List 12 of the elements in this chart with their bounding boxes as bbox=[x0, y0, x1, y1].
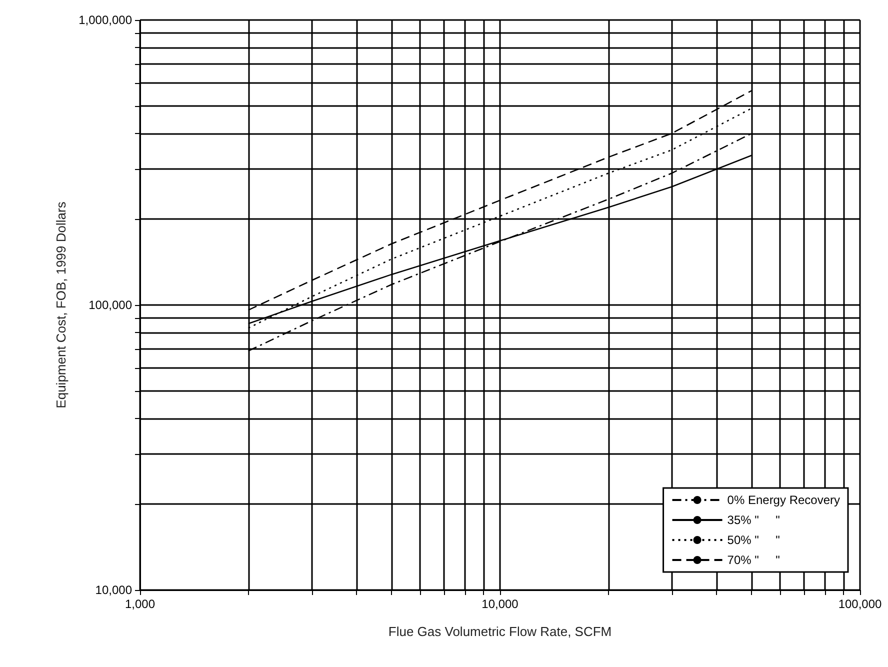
x-axis-title: Flue Gas Volumetric Flow Rate, SCFM bbox=[388, 624, 612, 639]
legend-label: 70% " " bbox=[727, 553, 780, 567]
x-tick-label: 100,000 bbox=[838, 597, 882, 611]
y-axis-title: Equipment Cost, FOB, 1999 Dollars bbox=[54, 201, 69, 408]
x-tick-label: 10,000 bbox=[482, 597, 519, 611]
legend-label: 50% " " bbox=[727, 533, 780, 547]
x-tick-label: 1,000 bbox=[124, 597, 156, 611]
y-tick-label: 100,000 bbox=[88, 298, 132, 312]
legend-label: 35% " " bbox=[727, 513, 780, 527]
legend-label: 0% Energy Recovery bbox=[727, 493, 840, 507]
y-tick-label: 10,000 bbox=[95, 583, 132, 597]
y-tick-label: 1,000,000 bbox=[78, 13, 132, 27]
